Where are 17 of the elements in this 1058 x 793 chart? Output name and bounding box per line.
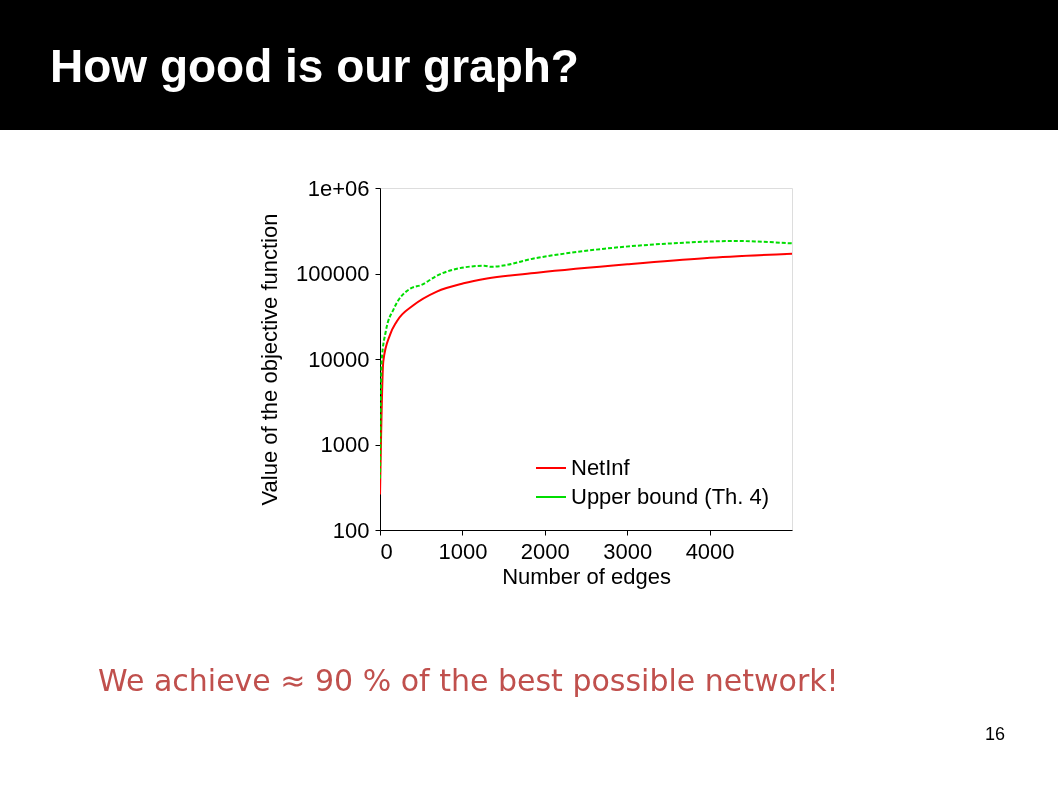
y-tick-label: 10000 (308, 346, 370, 372)
text: We achieve ≈ 90 % of the best possible network! (98, 663, 839, 698)
x-tick-label: 4000 (685, 538, 735, 564)
x-axis-title: Number of edges (502, 563, 671, 589)
y-tick-label: 1e+06 (307, 175, 370, 201)
x-tick-label: 1000 (438, 538, 488, 564)
y-tick-label: 100000 (296, 261, 370, 286)
y-tick-label: 1000 (320, 432, 370, 457)
y-tick-label: 100 (332, 517, 370, 543)
text: 16 (984, 724, 1005, 744)
legend-label: NetInf (571, 455, 631, 480)
chart-title: How good is our graph? (50, 40, 579, 92)
legend-label: Upper bound (Th. 4) (571, 484, 770, 509)
x-tick-label: 2000 (520, 538, 570, 564)
x-tick-label: 3000 (603, 538, 653, 564)
y-axis-title: Value of the objective function (257, 213, 283, 506)
x-tick-label: 0 (380, 538, 393, 564)
